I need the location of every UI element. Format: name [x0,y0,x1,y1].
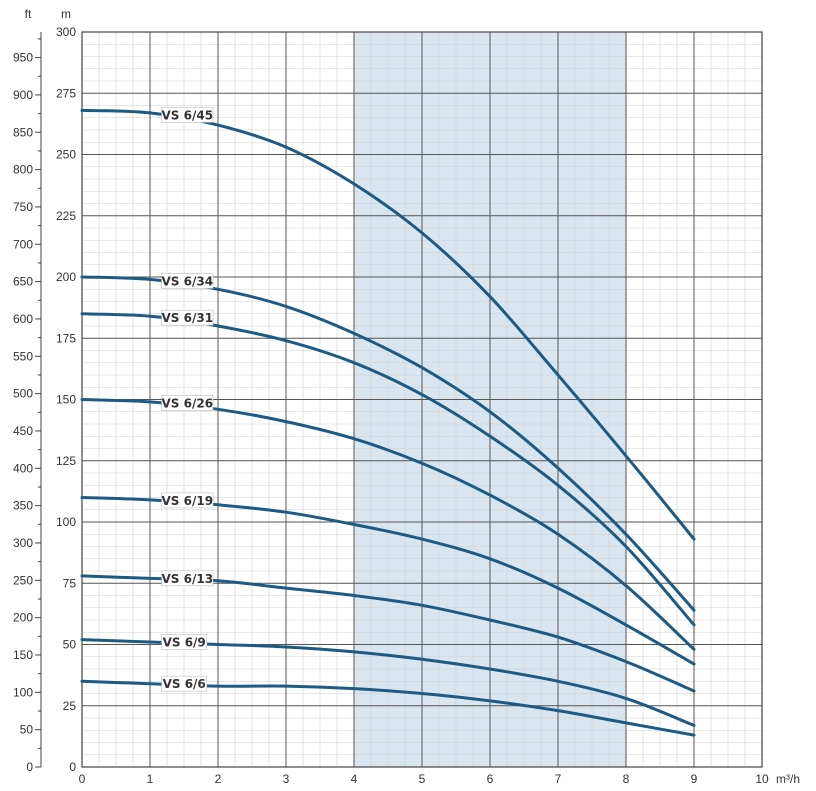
x-tick-label: 7 [555,772,562,786]
y-tick-label: 150 [56,393,76,407]
series-label: VS 6/19 [162,494,214,508]
x-tick-label: 6 [487,772,494,786]
y-axis-unit-label: m [61,7,71,21]
y-tick-label: 175 [56,331,76,345]
series-label: VS 6/13 [162,572,214,586]
x-tick-label: 9 [691,772,698,786]
x-axis-unit-label: m³/h [776,772,800,786]
y2-tick-label: 350 [13,499,33,513]
series-label: VS 6/31 [162,311,214,325]
y2-tick-label: 650 [13,275,33,289]
series-label: VS 6/34 [162,274,214,288]
series-label-box [161,107,214,123]
y2-tick-label: 250 [13,573,33,587]
series-label: VS 6/26 [162,396,214,410]
y2-tick-label: 950 [13,51,33,65]
y2-tick-label: 850 [13,125,33,139]
x-tick-label: 8 [623,772,630,786]
y-tick-label: 100 [56,515,76,529]
x-tick-label: 5 [419,772,426,786]
y-tick-label: 0 [69,760,76,774]
series-label: VS 6/45 [162,108,214,122]
series-label-box [161,634,208,650]
x-tick-label: 3 [283,772,290,786]
series-label-box [161,395,214,411]
y2-tick-label: 750 [13,200,33,214]
y2-tick-label: 50 [20,723,34,737]
series-label-box [161,273,214,289]
y-tick-label: 50 [63,638,77,652]
y2-tick-label: 800 [13,163,33,177]
y-tick-label: 200 [56,270,76,284]
y2-tick-label: 300 [13,536,33,550]
series-label-box [161,570,214,587]
x-tick-label: 4 [351,772,358,786]
y2-tick-label: 700 [13,237,33,251]
x-tick-label: 10 [755,772,769,786]
y-tick-label: 300 [56,25,76,39]
y-tick-label: 125 [56,454,76,468]
y2-tick-label: 900 [13,88,33,102]
series-label: VS 6/6 [163,677,206,691]
series-label-box [161,309,214,326]
x-tick-label: 0 [79,772,86,786]
series-label: VS 6/9 [163,636,206,650]
y2-axis-unit-label: ft [25,7,32,21]
x-tick-label: 1 [147,772,154,786]
y2-tick-label: 500 [13,387,33,401]
y2-tick-label: 600 [13,312,33,326]
y2-tick-label: 150 [13,648,33,662]
series-label-box [161,492,214,509]
x-tick-label: 2 [215,772,222,786]
y2-tick-label: 200 [13,611,33,625]
y2-tick-label: 400 [13,461,33,475]
y-tick-label: 275 [56,86,76,100]
y-tick-label: 225 [56,209,76,223]
series-label-box [161,675,208,692]
y-tick-label: 75 [63,576,77,590]
y2-tick-label: 100 [13,685,33,699]
y2-tick-label: 550 [13,349,33,363]
y-tick-label: 250 [56,148,76,162]
y2-tick-label: 450 [13,424,33,438]
y-tick-label: 25 [63,699,77,713]
y2-tick-label: 0 [26,760,33,774]
